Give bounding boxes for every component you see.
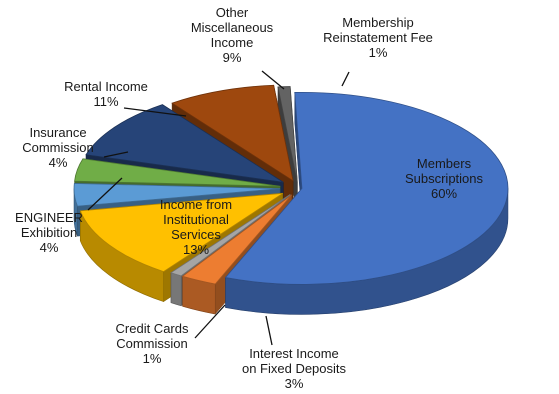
slice-label-4: ENGINEER Exhibition 4% xyxy=(15,210,83,255)
slice-label-8: Membership Reinstatement Fee 1% xyxy=(323,15,433,60)
leader-line-4 xyxy=(87,177,123,211)
pie-slice-7[interactable] xyxy=(171,84,294,182)
slice-label-line-6: Rental Income xyxy=(64,79,148,94)
slice-label-line-8: Reinstatement Fee xyxy=(323,30,433,45)
slice-label-3: Income from Institutional Services 13% xyxy=(160,197,232,257)
pie-slice-0[interactable] xyxy=(224,92,509,285)
pie-slice-3[interactable] xyxy=(79,192,284,273)
slice-label-2: Credit Cards Commission 1% xyxy=(116,321,189,366)
slice-label-line-8: Membership xyxy=(342,15,414,30)
slice-label-line-4: Exhibition xyxy=(21,225,77,240)
leader-line-6 xyxy=(123,107,187,117)
pie-slice-8[interactable] xyxy=(277,86,298,183)
slice-percent-2: 1% xyxy=(143,351,162,366)
slice-label-line-4: ENGINEER xyxy=(15,210,83,225)
slice-label-line-7: Other xyxy=(216,5,249,20)
slice-label-line-5: Insurance xyxy=(29,125,86,140)
leader-line-5 xyxy=(103,151,129,158)
slice-label-6: Rental Income 11% xyxy=(64,79,148,109)
slice-percent-7: 9% xyxy=(223,50,242,65)
slice-percent-3: 13% xyxy=(183,242,209,257)
slice-label-line-2: Credit Cards xyxy=(116,321,189,336)
slice-percent-4: 4% xyxy=(40,240,59,255)
slice-label-line-7: Miscellaneous xyxy=(191,20,274,35)
slice-percent-1: 3% xyxy=(285,376,304,391)
leader-line-1 xyxy=(265,315,273,346)
pie-slice-1[interactable] xyxy=(181,194,292,285)
slice-label-line-1: Interest Income xyxy=(249,346,339,361)
pie-slice-5[interactable] xyxy=(74,158,281,187)
slice-label-line-3: Services xyxy=(171,227,221,242)
slice-label-line-1: on Fixed Deposits xyxy=(242,361,347,376)
slice-label-0: Members Subscriptions 60% xyxy=(405,156,484,201)
pie-slice-2[interactable] xyxy=(170,194,291,277)
slice-percent-8: 1% xyxy=(369,45,388,60)
pie-slice-4[interactable] xyxy=(73,183,281,207)
slice-percent-6: 11% xyxy=(93,94,118,109)
slice-percent-0: 60% xyxy=(431,186,457,201)
slice-label-line-5: Commission xyxy=(22,140,94,155)
slice-label-line-2: Commission xyxy=(116,336,188,351)
slice-label-1: Interest Income on Fixed Deposits 3% xyxy=(242,346,347,391)
slice-label-line-0: Members xyxy=(417,156,472,171)
leader-line-2 xyxy=(194,304,226,339)
slice-label-line-0: Subscriptions xyxy=(405,171,484,186)
slice-label-5: Insurance Commission 4% xyxy=(22,125,94,170)
leader-line-8 xyxy=(341,71,350,87)
slice-label-line-3: Institutional xyxy=(163,212,229,227)
slice-percent-5: 4% xyxy=(49,155,68,170)
pie-slice-side-2 xyxy=(170,272,182,307)
slice-label-line-3: Income from xyxy=(160,197,232,212)
leader-line-7 xyxy=(261,70,285,90)
slice-label-7: Other Miscellaneous Income 9% xyxy=(191,5,274,65)
pie-slice-6[interactable] xyxy=(85,104,284,183)
slice-label-line-7: Income xyxy=(211,35,254,50)
